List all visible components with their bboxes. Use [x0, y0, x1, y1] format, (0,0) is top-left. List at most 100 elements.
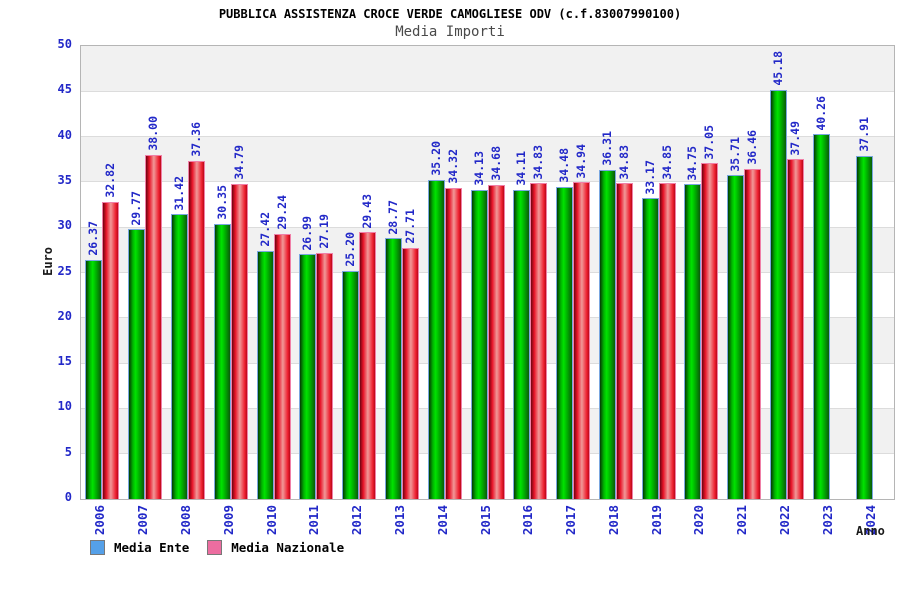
- bar-media-ente: [812, 134, 830, 499]
- bar-value-label: 35.20: [428, 141, 443, 177]
- bar-media-nazionale: [145, 154, 163, 499]
- y-tick-label: 15: [57, 354, 72, 369]
- bar-media-ente: [556, 186, 574, 499]
- gridline: [81, 90, 894, 92]
- bar-media-ente: [684, 184, 702, 499]
- bar-media-nazionale: [701, 163, 719, 499]
- bar-media-ente: [299, 254, 317, 499]
- bar-media-ente: [641, 198, 659, 499]
- y-tick-label: 25: [57, 263, 72, 278]
- bar-media-ente: [770, 89, 788, 499]
- bar-value-label: 34.11: [514, 151, 529, 186]
- bar-value-label: 34.68: [488, 146, 503, 181]
- bar-media-nazionale: [316, 252, 334, 499]
- bar-value-label: 34.83: [616, 144, 631, 180]
- bar-media-ente: [513, 189, 531, 499]
- x-tick-label: 2020: [691, 505, 707, 536]
- bar-value-label: 26.99: [300, 215, 315, 251]
- bar-value-label: 45.18: [771, 51, 786, 86]
- x-tick-label: 2016: [520, 505, 536, 536]
- bar-value-label: 31.42: [171, 175, 186, 211]
- bar-media-nazionale: [273, 234, 291, 499]
- x-tick-label: 2018: [605, 505, 621, 536]
- bar-value-label: 27.42: [257, 211, 272, 247]
- legend-swatch-media-ente-icon: [90, 540, 105, 555]
- bar-value-label: 26.37: [86, 221, 101, 257]
- bar-media-nazionale: [487, 184, 505, 499]
- bar-media-ente: [427, 180, 445, 499]
- y-tick-label: 30: [57, 218, 72, 233]
- bar-value-label: 27.71: [402, 209, 417, 244]
- bar-value-label: 37.49: [788, 120, 803, 156]
- x-tick-label: 2010: [263, 505, 279, 536]
- bar-value-label: 40.26: [813, 95, 828, 131]
- y-tick-label: 45: [57, 82, 72, 97]
- bar-value-label: 38.00: [146, 116, 161, 151]
- bar-value-label: 36.31: [599, 131, 614, 167]
- bar-media-ente: [342, 270, 360, 499]
- gridline: [81, 181, 894, 183]
- x-tick-label: 2013: [391, 505, 407, 536]
- y-tick-label: 40: [57, 127, 72, 142]
- bar-media-nazionale: [530, 183, 548, 499]
- x-tick-label: 2009: [220, 505, 236, 536]
- y-tick-label: 0: [64, 490, 72, 504]
- bar-media-nazionale: [615, 183, 633, 499]
- bar-value-label: 29.77: [129, 190, 144, 226]
- x-tick-label: 2014: [434, 505, 450, 536]
- bar-value-label: 34.83: [531, 144, 546, 180]
- bar-value-label: 29.24: [274, 195, 289, 231]
- legend-item-media-nazionale: Media Nazionale: [207, 540, 344, 555]
- bar-value-label: 25.20: [343, 232, 358, 267]
- bar-value-label: 29.43: [360, 193, 375, 229]
- bar-media-ente: [470, 189, 488, 499]
- bar-media-nazionale: [230, 183, 248, 499]
- bar-media-ente: [384, 238, 402, 499]
- bar-value-label: 37.05: [702, 124, 717, 160]
- bar-value-label: 32.82: [103, 163, 118, 198]
- x-tick-label: 2006: [92, 505, 108, 536]
- bar-media-ente: [128, 229, 146, 499]
- bar-media-nazionale: [359, 232, 377, 499]
- bar-value-label: 33.17: [642, 159, 657, 195]
- y-tick-label: 10: [57, 399, 72, 414]
- chart-title: PUBBLICA ASSISTENZA CROCE VERDE CAMOGLIE…: [218, 7, 682, 21]
- x-tick-label: 2007: [135, 505, 151, 536]
- bar-value-label: 34.79: [231, 145, 246, 180]
- legend-swatch-media-nazionale-icon: [207, 540, 223, 555]
- bar-value-label: 34.94: [574, 143, 589, 179]
- y-tick-label: 50: [57, 37, 72, 51]
- bar-media-ente: [170, 214, 188, 499]
- bar-value-label: 34.48: [557, 148, 572, 183]
- x-tick-label: 2012: [349, 505, 365, 536]
- bar-media-nazionale: [444, 188, 462, 499]
- bar-value-label: 37.36: [188, 121, 203, 157]
- legend-label-media-ente: Media Ente: [114, 540, 190, 555]
- legend-item-media-ente: Media Ente: [90, 540, 189, 555]
- bar-media-nazionale: [187, 160, 205, 499]
- bar-media-nazionale: [744, 168, 762, 499]
- bar-value-label: 34.32: [445, 149, 460, 185]
- bar-media-ente: [85, 260, 103, 499]
- x-tick-label: 2008: [177, 505, 193, 536]
- bar-value-label: 34.85: [659, 144, 674, 180]
- bar-value-label: 37.91: [856, 116, 871, 152]
- bar-media-ente: [727, 175, 745, 499]
- bar-value-label: 28.77: [385, 199, 400, 235]
- bar-value-label: 35.71: [728, 136, 743, 172]
- y-tick-label: 35: [57, 172, 72, 187]
- x-tick-label: 2011: [306, 505, 322, 536]
- x-axis-title: Anno: [856, 524, 885, 538]
- x-tick-label: 2021: [734, 505, 750, 536]
- chart-subtitle: Media Importi: [395, 24, 505, 40]
- x-tick-label: 2019: [648, 505, 664, 536]
- bar-media-nazionale: [102, 201, 120, 499]
- y-tick-label: 20: [57, 308, 72, 323]
- bar-media-ente: [213, 224, 231, 499]
- bar-value-label: 30.35: [214, 185, 229, 221]
- legend-label-media-nazionale: Media Nazionale: [231, 540, 345, 555]
- legend: Media Ente Media Nazionale: [90, 540, 344, 555]
- bar-value-label: 36.46: [745, 130, 760, 165]
- gridline: [81, 136, 894, 138]
